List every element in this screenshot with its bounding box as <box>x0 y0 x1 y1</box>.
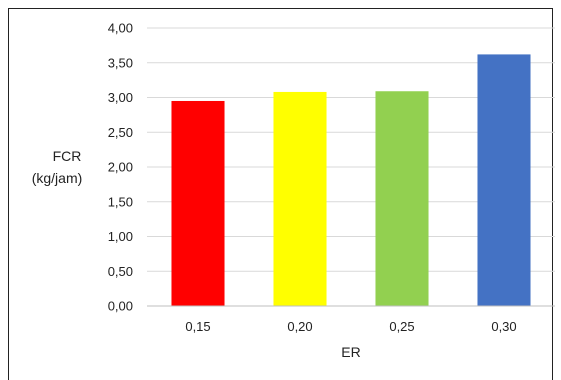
bar-0-30 <box>477 54 531 306</box>
y-axis-label-line-1: FCR <box>53 148 82 164</box>
y-tick-label: 2,00 <box>108 160 133 175</box>
x-tick-labels: 0,15 0,20 0,25 0,30 <box>185 319 516 334</box>
y-tick-label: 3,00 <box>108 90 133 105</box>
x-tick-label: 0,30 <box>491 319 516 334</box>
y-tick-label: 4,00 <box>108 21 133 36</box>
y-tick-label: 3,50 <box>108 55 133 70</box>
y-tick-labels: 0,00 0,50 1,00 1,50 2,00 2,50 3,00 3,50 4,00 <box>108 21 133 314</box>
y-tick-label: 1,00 <box>108 229 133 244</box>
bar-0-15 <box>171 100 225 306</box>
bar-0-20 <box>273 91 327 306</box>
bar-0-25 <box>375 91 429 307</box>
y-tick-label: 0,50 <box>108 264 133 279</box>
y-tick-label: 1,50 <box>108 194 133 209</box>
x-tick-label: 0,15 <box>185 319 210 334</box>
x-tick-label: 0,20 <box>287 319 312 334</box>
y-tick-label: 2,50 <box>108 125 133 140</box>
y-axis-label-line-2: (kg/jam) <box>32 170 83 186</box>
x-tick-label: 0,25 <box>389 319 414 334</box>
y-tick-label: 0,00 <box>108 299 133 314</box>
x-axis-label: ER <box>341 344 360 360</box>
bars <box>171 54 531 307</box>
